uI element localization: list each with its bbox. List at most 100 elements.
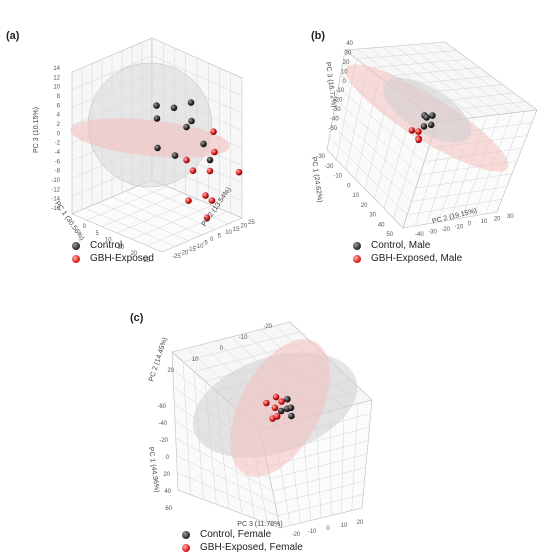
gridline <box>274 480 365 504</box>
legend-label: GBH-Exposed, Male <box>371 253 463 264</box>
gbh-point <box>415 128 422 135</box>
control-marker-icon <box>72 241 80 250</box>
gbh-point <box>185 197 192 204</box>
data-points <box>408 112 436 144</box>
gbh-marker-icon <box>182 543 190 552</box>
tick-label: -10 <box>335 88 344 94</box>
legend-item-gbh: GBH-Exposed, Female <box>182 541 303 554</box>
legend-item-gbh: GBH-Exposed, Male <box>353 252 462 265</box>
tick-label: 30 <box>345 50 352 56</box>
control-point <box>200 140 207 148</box>
gridline <box>335 99 421 176</box>
gbh-point <box>263 399 270 407</box>
gridline <box>333 112 416 189</box>
tick-label: 12 <box>53 75 60 81</box>
tick-label: 30 <box>507 214 514 220</box>
tick-label: 20 <box>343 60 350 66</box>
legend-item-gbh: GBH-Exposed <box>72 252 154 265</box>
tick-label: 0 <box>220 346 224 352</box>
tick-label: 0 <box>468 222 472 228</box>
control-marker-icon <box>353 241 361 250</box>
gbh-point <box>202 192 209 199</box>
tick-label: 15 <box>118 244 125 250</box>
data-points <box>153 99 243 221</box>
tick-label: -12 <box>51 187 60 193</box>
pc1-axis-title: PC 1 (24.62%) <box>310 157 323 203</box>
control-point <box>287 404 295 412</box>
tick-label: -60 <box>157 404 166 410</box>
tick-label: -4 <box>55 150 61 156</box>
legend-label: GBH-Exposed, Female <box>200 542 303 553</box>
control-point <box>206 156 214 164</box>
tick-labels: 20 10 0 -10 -20 -60 -40 -20 0 20 40 60 -20 -10 0 10 20 <box>157 324 364 538</box>
gridline <box>432 42 525 112</box>
tick-label: 8 <box>57 94 61 100</box>
gridline <box>407 199 503 215</box>
gridline <box>329 137 408 215</box>
tick-label: 0 <box>326 526 330 532</box>
tick-label: -20 <box>292 532 301 538</box>
tick-label: 0 <box>210 237 214 243</box>
tick-label: 25 <box>248 220 255 226</box>
pc3-axis-title: PC 3 (11.78%) <box>237 521 282 528</box>
gbh-point <box>415 136 422 144</box>
pca-3d-plot-b: PC 3 (16.72%) PC 1 (24.62%) PC 2 (19.15%… <box>310 41 538 238</box>
gbh-point <box>211 148 218 156</box>
tick-label: -14 <box>51 197 60 203</box>
legend-item-control: Control, Female <box>182 528 303 541</box>
tick-label: -15 <box>187 247 196 253</box>
tick-label: 60 <box>165 506 172 512</box>
control-point <box>187 99 195 106</box>
tick-label: 0 <box>343 79 347 85</box>
tick-label: 2 <box>57 122 61 128</box>
tick-label: -20 <box>325 164 334 170</box>
tick-label: -10 <box>308 529 317 535</box>
tick-label: -10 <box>333 174 342 180</box>
control-point <box>427 121 435 129</box>
legend-item-control: Control, Male <box>353 239 462 252</box>
panel-b: (b) PC 3 (16.72%) PC 1 (24.62%) PC 2 (19… <box>275 0 550 300</box>
tick-label: 20 <box>240 223 247 229</box>
tick-label: -40 <box>158 421 167 427</box>
tick-label: 25 <box>143 258 150 264</box>
control-point <box>154 144 161 152</box>
tick-label: 4 <box>57 113 61 119</box>
data-points <box>263 393 295 422</box>
tick-label: 14 <box>53 66 60 72</box>
control-point <box>188 117 195 125</box>
tick-label: -6 <box>55 159 61 165</box>
tick-label: 40 <box>378 222 385 228</box>
tick-label: -25 <box>172 254 181 260</box>
tick-label: 20 <box>131 251 138 257</box>
legend: Control, Female GBH-Exposed, Female <box>182 528 303 554</box>
control-point <box>277 407 285 415</box>
tick-label: 40 <box>346 41 353 47</box>
tick-label: -20 <box>180 251 189 257</box>
tick-label: -10 <box>51 178 60 184</box>
gbh-point <box>189 167 197 174</box>
pca-3d-plot-a: PC 3 (10.15%) PC 1 (30.56%) PC 2 (13.54%… <box>33 37 255 264</box>
tick-label: -30 <box>428 229 437 235</box>
tick-label: -10 <box>195 244 204 250</box>
tick-label: -30 <box>332 107 341 113</box>
gbh-point <box>273 413 281 420</box>
control-point <box>423 114 430 121</box>
gridline <box>177 472 278 516</box>
tick-label: 20 <box>357 520 364 526</box>
gbh-point <box>183 156 190 164</box>
panel-c: (c) PC 2 (14.45%) PC 1 (44.96%) PC 3 (11… <box>120 300 420 559</box>
tick-label: 10 <box>341 69 348 75</box>
tick-label: 0 <box>83 224 87 230</box>
pc3-axis-title: PC 3 (10.15%) <box>33 107 40 153</box>
gridline <box>419 43 513 114</box>
tick-labels: -16-14-12-10-8-6-4-202468101214051015202… <box>51 66 255 264</box>
tick-label: -40 <box>415 232 424 238</box>
panel-a: (a) PC 3 (10.15%) PC 1 (30.56%) PC 2 (13… <box>0 0 275 300</box>
control-point <box>171 152 179 159</box>
control-ellipsoid <box>383 77 471 143</box>
tick-label: 10 <box>53 85 60 91</box>
gridline <box>272 467 366 492</box>
control-point <box>153 115 161 122</box>
tick-label: 50 <box>386 232 393 238</box>
control-point <box>153 102 160 109</box>
